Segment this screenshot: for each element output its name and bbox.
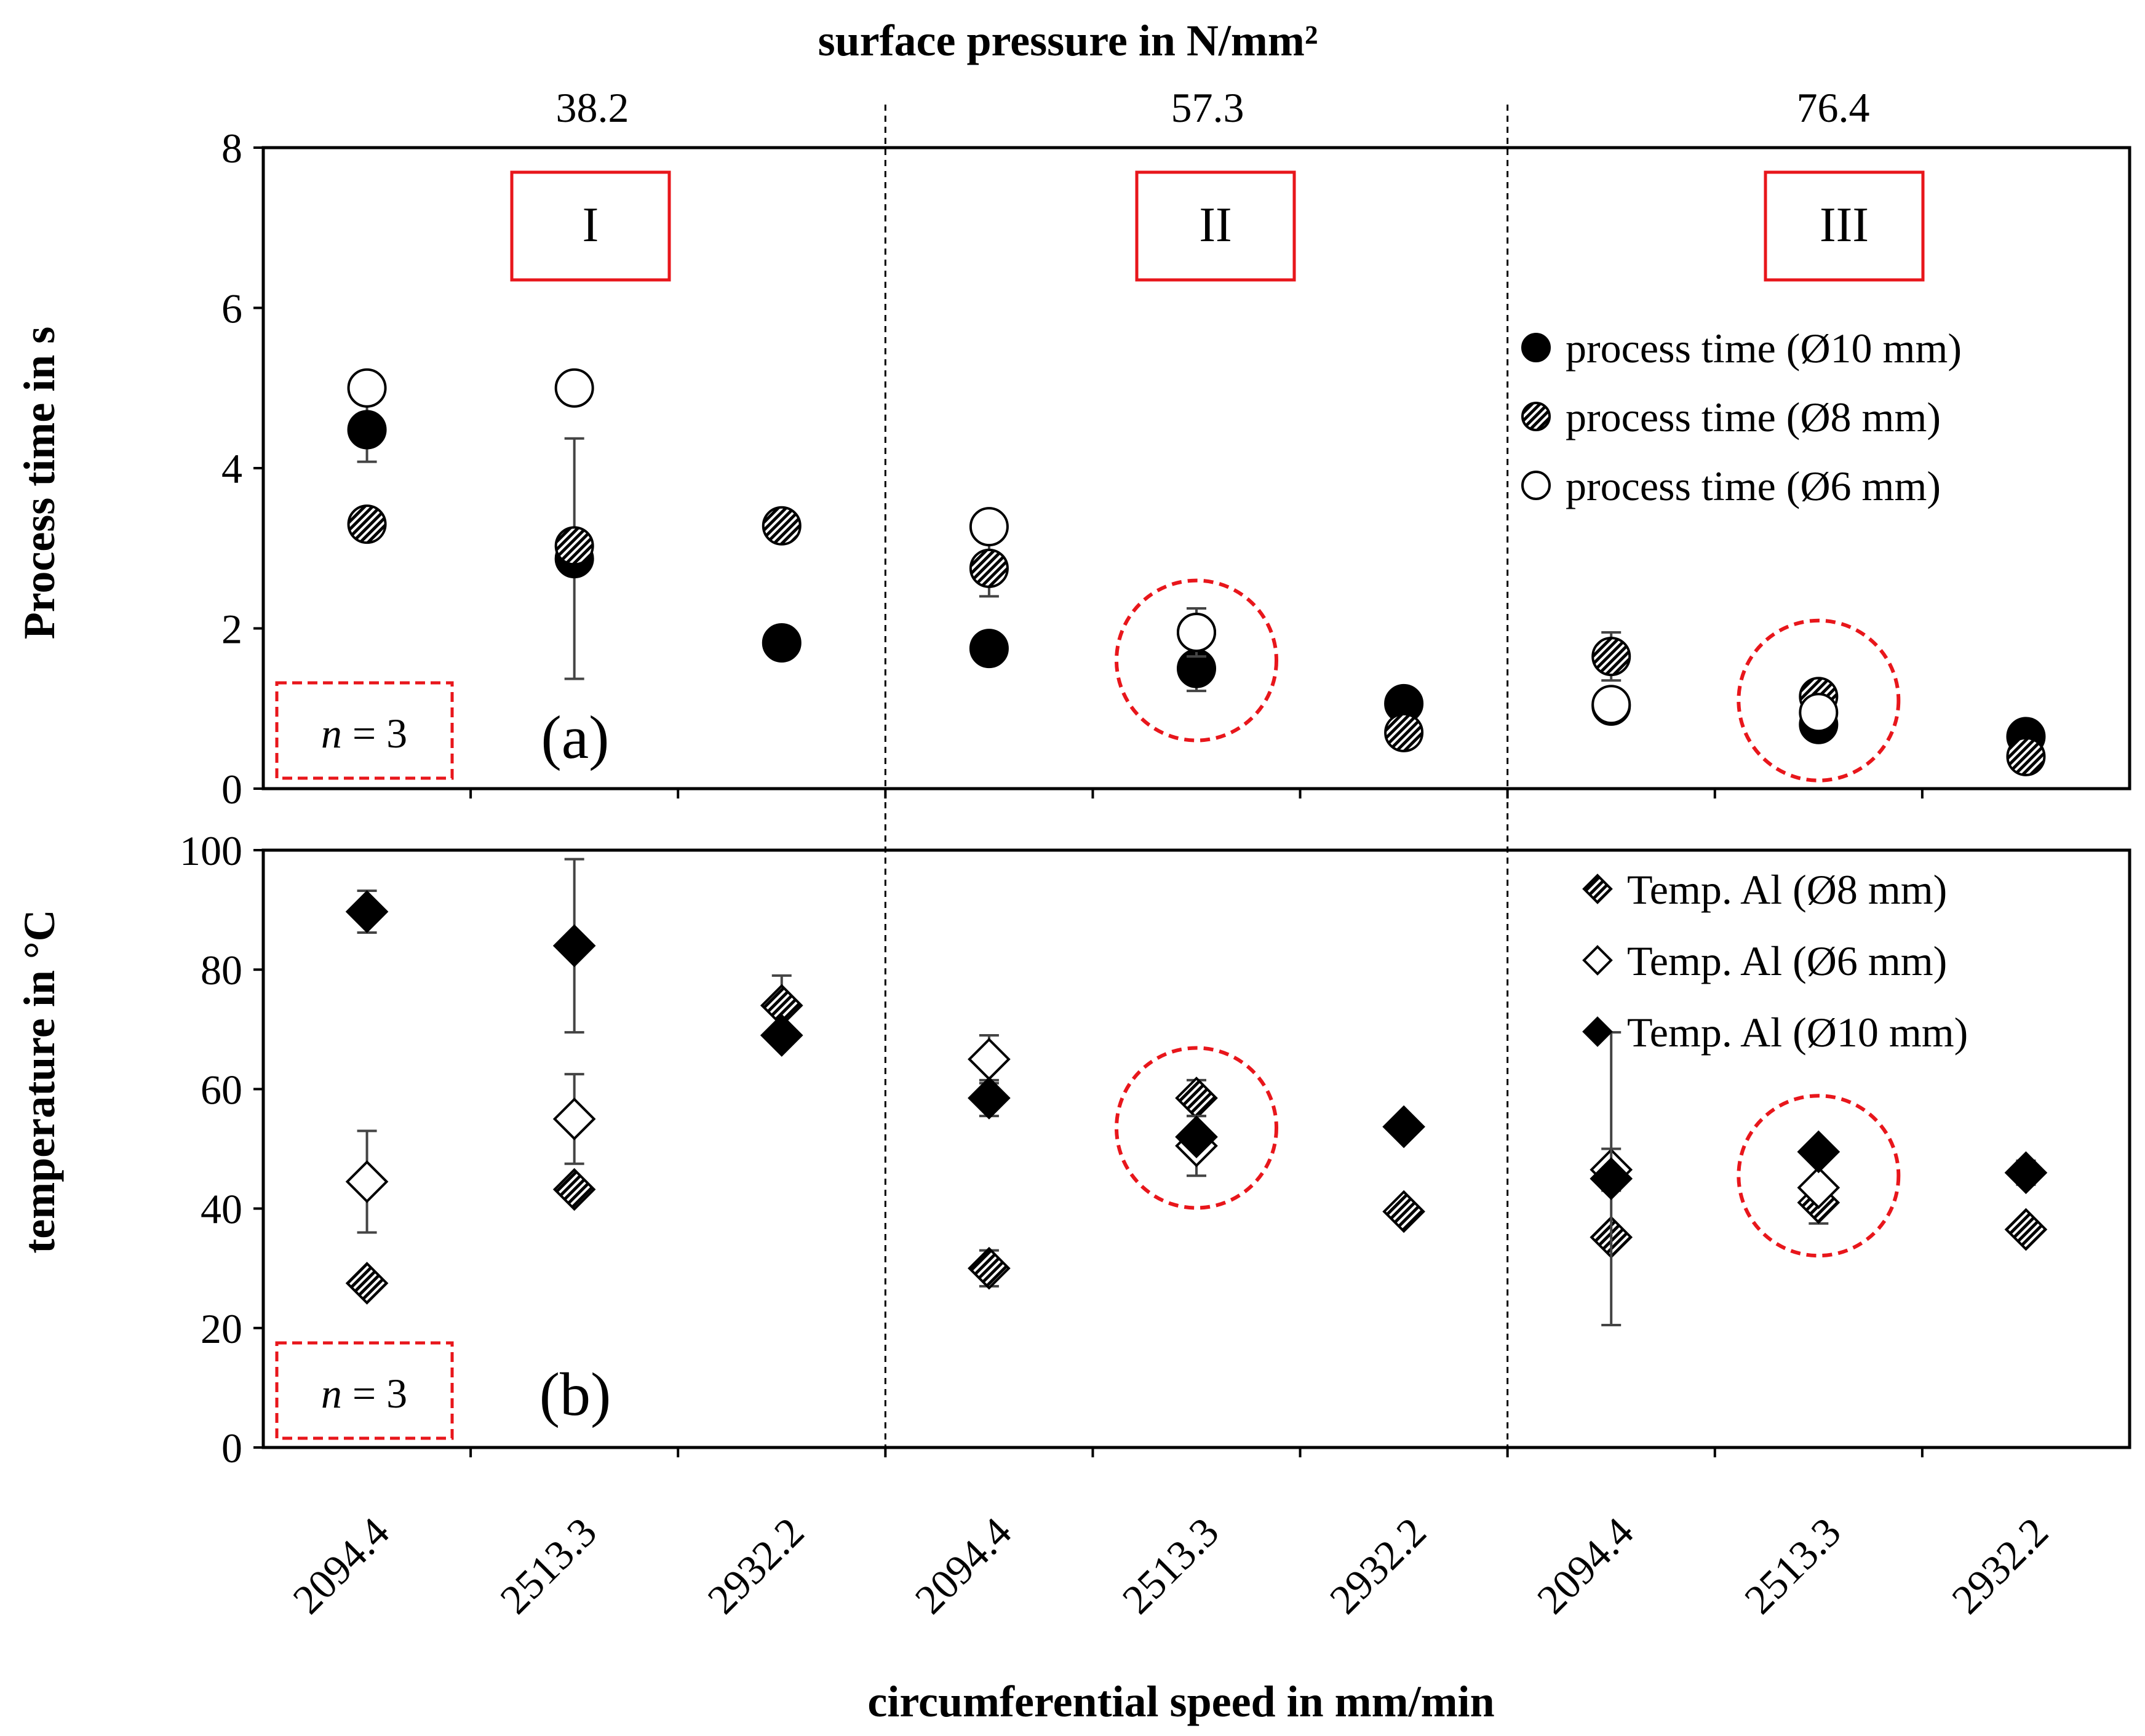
x-axis-title: circumferential speed in mm/min <box>867 1677 1494 1726</box>
panel-b-filled-diamond-point-2 <box>760 1014 803 1057</box>
sample-note-b: n = 3 <box>275 1341 454 1440</box>
sample-note-a: n = 3 <box>275 681 454 780</box>
region-label-2: II <box>1135 170 1296 282</box>
panel-a-filled-circle-point-2 <box>762 623 802 663</box>
panel-a-legend-label-2: process time (Ø6 mm) <box>1566 463 1941 509</box>
panel-b-hatched-diamond-point-1 <box>552 1168 596 1211</box>
panel-a-highlight-circle-2 <box>1737 618 1901 782</box>
panel-b-legend-marker-1 <box>1582 945 1613 976</box>
panel-a-filled-circle-point-3 <box>969 629 1009 669</box>
panel-b-open-diamond-point-0 <box>345 1160 389 1203</box>
region-label-3: III <box>1764 170 1925 282</box>
panel-a-open-circle-point-6 <box>1591 685 1631 725</box>
panel-b-y-tick-label-1: 20 <box>201 1305 242 1352</box>
x-tick-label-1: 2513.3 <box>491 1508 605 1623</box>
panel-a-hatched-circle-point-6 <box>1591 637 1631 677</box>
panel-b-y-tick-label-2: 40 <box>201 1186 242 1233</box>
panel-a-y-tick-label-4: 8 <box>221 125 242 172</box>
panel-a-filled-circle-point-0 <box>347 410 387 450</box>
panel-a-y-axis-title: Process time in s <box>15 327 64 640</box>
panel-b-y-axis-title: temperature in °C <box>15 909 64 1253</box>
panel-a-open-circle-point-4 <box>1177 613 1216 653</box>
panel-a-hatched-circle-point-0 <box>347 504 387 544</box>
pressure-label-2: 57.3 <box>1171 84 1244 131</box>
panel-b-filled-diamond-point-8 <box>2004 1151 2048 1195</box>
svg-text:n = 3: n = 3 <box>321 710 407 757</box>
plot-layer: 0 2 4 6 8 process time (Ø10 mm) process time (… <box>180 105 2131 1623</box>
pressure-label-1: 38.2 <box>556 84 629 131</box>
panel-a-legend-marker-0 <box>1521 333 1551 362</box>
panel-b-filled-diamond-point-5 <box>1382 1105 1425 1149</box>
region-label-3-text: III <box>1820 198 1869 252</box>
panel-b-label: (b) <box>539 1360 611 1428</box>
panel-b-hatched-diamond-point-8 <box>2004 1208 2048 1251</box>
panel-b-open-diamond-point-7 <box>1797 1166 1841 1209</box>
panel-b-filled-diamond-point-1 <box>552 924 596 968</box>
panel-b-y-tick-label-0: 0 <box>221 1425 242 1471</box>
x-tick-label-8: 2932.2 <box>1943 1508 2057 1623</box>
panel-b-y-tick-label-4: 80 <box>201 947 242 993</box>
x-tick-label-6: 2094.4 <box>1528 1508 1642 1623</box>
sample-note-b-value: = 3 <box>342 1370 407 1417</box>
x-tick-label-3: 2094.4 <box>906 1508 1021 1623</box>
panel-a-legend-marker-2 <box>1521 471 1551 500</box>
panel-a-hatched-circle-point-1 <box>554 526 594 566</box>
panel-a-hatched-circle-point-5 <box>1384 712 1424 752</box>
x-tick-label-0: 2094.4 <box>284 1508 398 1623</box>
panel-a-open-circle-point-1 <box>554 368 594 408</box>
panel-b-hatched-diamond-point-0 <box>345 1262 389 1305</box>
panel-a-open-circle-point-0 <box>347 368 387 408</box>
panel-b-highlight-circle-2 <box>1737 1094 1901 1258</box>
panel-b-hatched-diamond-point-3 <box>968 1246 1011 1290</box>
panel-b-plot-frame <box>261 848 2131 1449</box>
panel-b-legend-marker-0 <box>1582 874 1613 904</box>
panel-b-hatched-diamond-point-4 <box>1175 1077 1218 1120</box>
panel-a-highlight-circle-1 <box>1115 578 1278 743</box>
top-axis-title: surface pressure in N/mm² <box>818 16 1318 65</box>
panel-b-filled-diamond-point-3 <box>968 1077 1011 1120</box>
panel-b-legend-marker-2 <box>1582 1016 1613 1047</box>
panel-b-filled-diamond-point-7 <box>1797 1130 1841 1174</box>
panel-b-legend-label-0: Temp. Al (Ø8 mm) <box>1627 866 1947 913</box>
x-tick-label-7: 2513.3 <box>1735 1508 1850 1623</box>
panel-a-hatched-circle-point-3 <box>969 548 1009 588</box>
panel-b-y-tick-label-3: 60 <box>201 1066 242 1113</box>
panel-a-y-tick-label-0: 0 <box>221 766 242 813</box>
panel-b-highlight-circle-1 <box>1115 1046 1278 1210</box>
panel-a-label: (a) <box>541 703 610 771</box>
panel-b-filled-diamond-point-6 <box>1590 1157 1633 1200</box>
region-label-1-text: I <box>583 198 599 252</box>
panel-b-hatched-diamond-point-5 <box>1382 1190 1425 1233</box>
panel-a-open-circle-point-3 <box>969 507 1009 547</box>
sample-note-b-n: n <box>321 1370 342 1417</box>
panel-a-legend-label-0: process time (Ø10 mm) <box>1566 325 1962 372</box>
panel-b-open-diamond-point-3 <box>968 1038 1011 1081</box>
x-tick-label-5: 2932.2 <box>1321 1508 1435 1623</box>
panel-b-y-tick-label-5: 100 <box>180 827 242 874</box>
panel-a-legend-marker-1 <box>1521 402 1551 431</box>
svg-text:n = 3: n = 3 <box>321 1370 407 1417</box>
region-label-2-text: II <box>1199 198 1232 252</box>
panel-b-filled-diamond-point-0 <box>345 890 389 933</box>
panel-a-y-tick-label-3: 6 <box>221 285 242 332</box>
pressure-label-3: 76.4 <box>1797 84 1870 131</box>
sample-note-a-n: n <box>321 710 342 757</box>
panel-b-open-diamond-point-1 <box>552 1097 596 1141</box>
region-label-1: I <box>510 170 671 282</box>
panel-a-hatched-circle-point-8 <box>2006 736 2046 776</box>
panel-a-legend-label-1: process time (Ø8 mm) <box>1566 394 1941 440</box>
x-tick-label-4: 2513.3 <box>1113 1508 1228 1623</box>
x-tick-label-2: 2932.2 <box>698 1508 813 1623</box>
panel-b-legend-label-1: Temp. Al (Ø6 mm) <box>1627 938 1947 984</box>
panel-a-hatched-circle-point-2 <box>762 506 802 546</box>
panel-a-y-tick-label-2: 4 <box>221 445 242 492</box>
panel-a-open-circle-point-7 <box>1799 693 1839 733</box>
panel-b-legend-label-2: Temp. Al (Ø10 mm) <box>1627 1009 1968 1056</box>
panel-a-y-tick-label-1: 2 <box>221 606 242 653</box>
sample-note-a-value: = 3 <box>342 710 407 757</box>
panel-b-filled-diamond-point-4 <box>1175 1115 1218 1158</box>
